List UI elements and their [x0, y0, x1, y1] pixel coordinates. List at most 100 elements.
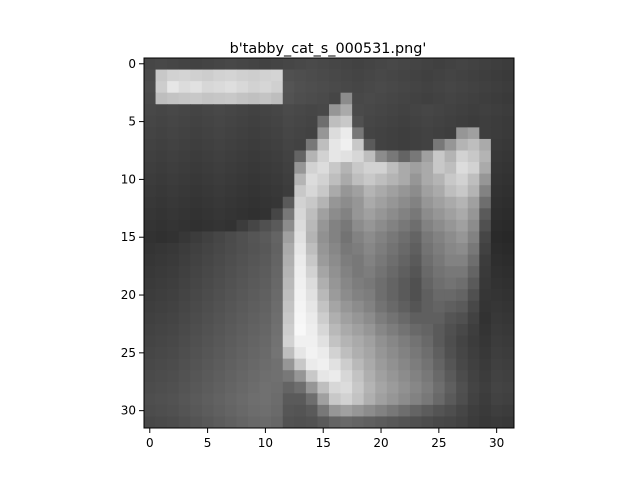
- image-pixel: [398, 162, 411, 175]
- image-pixel: [282, 208, 295, 221]
- image-pixel: [224, 335, 237, 348]
- image-pixel: [305, 162, 318, 175]
- image-pixel: [190, 69, 203, 82]
- image-pixel: [224, 219, 237, 232]
- image-pixel: [190, 277, 203, 290]
- image-pixel: [386, 404, 399, 417]
- image-pixel: [490, 347, 503, 360]
- image-pixel: [490, 69, 503, 82]
- image-pixel: [479, 150, 492, 163]
- image-pixel: [190, 323, 203, 336]
- image-pixel: [352, 416, 365, 429]
- y-tick-label: 25: [121, 346, 136, 360]
- image-pixel: [444, 243, 457, 255]
- image-pixel: [213, 138, 226, 151]
- image-pixel: [421, 92, 434, 105]
- image-pixel: [294, 358, 307, 371]
- image-pixel: [467, 404, 480, 417]
- image-pixel: [409, 219, 422, 232]
- image-pixel: [190, 104, 203, 117]
- image-pixel: [294, 289, 307, 302]
- image-pixel: [421, 219, 434, 232]
- image-pixel: [259, 162, 272, 175]
- image-pixel: [456, 150, 469, 163]
- image-pixel: [409, 370, 422, 383]
- image-pixel: [329, 138, 341, 151]
- image-pixel: [305, 243, 318, 255]
- image-pixel: [271, 277, 284, 290]
- image-pixel: [340, 300, 353, 313]
- image-pixel: [248, 312, 261, 325]
- image-pixel: [305, 104, 318, 117]
- image-pixel: [456, 370, 469, 383]
- image-pixel: [178, 300, 191, 313]
- image-pixel: [490, 58, 503, 70]
- image-pixel: [479, 196, 492, 209]
- image-pixel: [317, 254, 330, 267]
- image-pixel: [282, 162, 295, 175]
- image-pixel: [213, 231, 226, 244]
- image-pixel: [375, 266, 388, 279]
- image-pixel: [398, 208, 411, 221]
- image-pixel: [305, 404, 318, 417]
- image-pixel: [248, 173, 261, 186]
- image-pixel: [248, 162, 261, 175]
- image-pixel: [375, 196, 388, 209]
- image-pixel: [398, 312, 411, 325]
- image-pixel: [386, 173, 399, 186]
- image-pixel: [386, 254, 399, 267]
- image-pixel: [167, 185, 180, 198]
- image-pixel: [386, 370, 399, 383]
- image-pixel: [213, 127, 226, 140]
- image-pixel: [456, 58, 469, 70]
- image-pixel: [305, 347, 318, 360]
- image-pixel: [456, 138, 469, 151]
- image-pixel: [409, 312, 422, 325]
- image-pixel: [282, 289, 295, 302]
- image-pixel: [190, 347, 203, 360]
- image-pixel: [224, 231, 237, 244]
- image-pixel: [271, 335, 284, 348]
- image-pixel: [259, 196, 272, 209]
- image-pixel: [490, 393, 503, 406]
- image-pixel: [352, 243, 365, 255]
- image-pixel: [340, 289, 353, 302]
- image-pixel: [490, 358, 503, 371]
- image-pixel: [340, 138, 353, 151]
- image-pixel: [456, 358, 469, 371]
- image-pixel: [329, 347, 341, 360]
- image-pixel: [259, 335, 272, 348]
- image-pixel: [271, 173, 284, 186]
- image-pixel: [155, 231, 168, 244]
- image-pixel: [282, 150, 295, 163]
- image-pixel: [201, 347, 214, 360]
- image-pixel: [409, 150, 422, 163]
- image-pixel: [363, 277, 376, 290]
- image-pixel: [144, 115, 156, 128]
- image-pixel: [201, 219, 214, 232]
- image-pixel: [178, 254, 191, 267]
- image-pixel: [340, 115, 353, 128]
- image-pixel: [282, 335, 295, 348]
- image-pixel: [305, 289, 318, 302]
- image-pixel: [375, 208, 388, 221]
- image-pixel: [490, 208, 503, 221]
- image-pixel: [144, 312, 156, 325]
- x-tick-label: 20: [373, 436, 388, 450]
- image-pixel: [502, 115, 515, 128]
- image-pixel: [213, 243, 226, 255]
- image-pixel: [224, 381, 237, 394]
- image-pixel: [433, 381, 446, 394]
- image-pixel: [294, 335, 307, 348]
- image-pixel: [398, 81, 411, 94]
- image-pixel: [363, 185, 376, 198]
- image-pixel: [386, 300, 399, 313]
- image-pixel: [444, 335, 457, 348]
- image-pixel: [305, 312, 318, 325]
- image-pixel: [490, 173, 503, 186]
- image-pixel: [144, 277, 156, 290]
- image-pixel: [467, 254, 480, 267]
- image-pixel: [329, 115, 341, 128]
- image-pixel: [259, 150, 272, 163]
